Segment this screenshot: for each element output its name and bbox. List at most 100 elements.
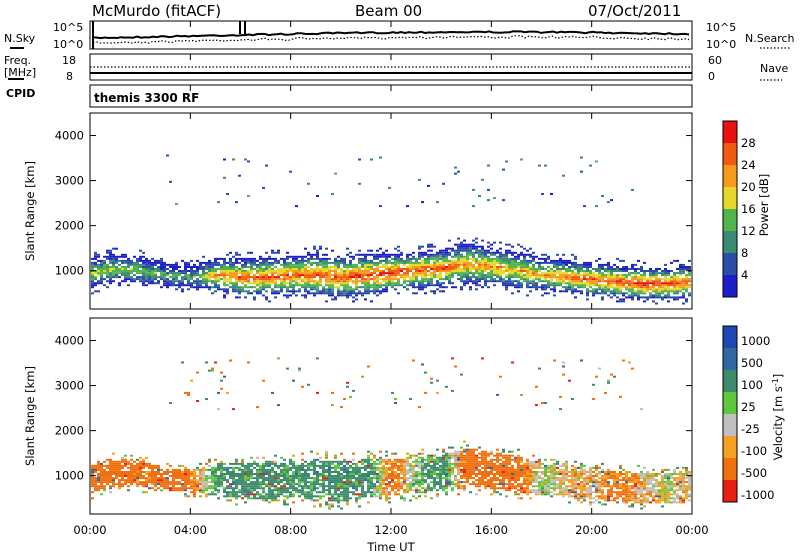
heatmap-cell xyxy=(460,446,463,449)
heatmap-cell xyxy=(316,253,319,256)
heatmap-cell xyxy=(337,479,340,482)
heatmap-cell xyxy=(136,268,139,270)
heatmap-cell xyxy=(676,284,679,287)
heatmap-cell xyxy=(460,255,463,258)
heatmap-cell xyxy=(307,497,310,500)
heatmap-cell xyxy=(196,274,199,277)
heatmap-cell xyxy=(322,479,325,482)
heatmap-cell xyxy=(202,270,205,272)
heatmap-cell xyxy=(463,249,466,252)
heatmap-cell xyxy=(136,458,139,461)
heatmap-cell xyxy=(568,284,571,287)
heatmap-cell xyxy=(424,466,427,469)
heatmap-cell xyxy=(436,274,439,277)
heatmap-cell xyxy=(343,398,346,400)
heatmap-cell xyxy=(382,251,385,254)
heatmap-cell xyxy=(160,263,163,266)
heatmap-cell xyxy=(538,164,541,167)
heatmap-cell xyxy=(562,266,565,268)
heatmap-cell xyxy=(391,280,394,283)
heatmap-cell xyxy=(346,475,349,477)
heatmap-cell xyxy=(457,458,460,461)
heatmap-cell xyxy=(508,263,511,266)
heatmap-cell xyxy=(454,251,457,254)
heatmap-cell xyxy=(484,471,487,473)
heatmap-cell xyxy=(388,477,391,480)
heatmap-cell xyxy=(475,276,478,279)
heatmap-cell xyxy=(487,188,490,191)
heatmap-cell xyxy=(283,462,286,465)
heatmap-cell xyxy=(205,282,208,285)
heatmap-cell xyxy=(487,286,490,289)
heatmap-cell xyxy=(589,272,592,275)
heatmap-cell xyxy=(601,274,604,277)
heatmap-cell xyxy=(385,280,388,283)
heatmap-cell xyxy=(409,259,412,262)
heatmap-cell xyxy=(397,487,400,490)
heatmap-cell xyxy=(481,483,484,486)
heatmap-cell xyxy=(445,276,448,279)
heatmap-cell xyxy=(178,280,181,283)
heatmap-cell xyxy=(277,249,280,252)
heatmap-cell xyxy=(592,284,595,287)
heatmap-cell xyxy=(355,466,358,469)
heatmap-cell xyxy=(367,487,370,490)
heatmap-cell xyxy=(445,274,448,277)
heatmap-cell xyxy=(244,485,247,488)
heatmap-cell xyxy=(514,255,517,258)
heatmap-cell xyxy=(475,245,478,248)
heatmap-cell xyxy=(412,495,415,498)
heatmap-cell xyxy=(277,466,280,469)
heatmap-cell xyxy=(373,495,376,498)
heatmap-cell xyxy=(382,259,385,262)
heatmap-cell xyxy=(601,263,604,266)
heatmap-cell xyxy=(457,237,460,240)
heatmap-cell xyxy=(283,477,286,480)
heatmap-cell xyxy=(343,272,346,275)
heatmap-cell xyxy=(418,489,421,492)
heatmap-cell xyxy=(256,266,259,268)
heatmap-cell xyxy=(337,477,340,480)
heatmap-cell xyxy=(364,468,367,471)
y-tick-label: 3000 xyxy=(55,174,84,188)
heatmap-cell xyxy=(91,485,94,488)
heatmap-cell xyxy=(616,284,619,287)
heatmap-cell xyxy=(280,278,283,281)
heatmap-cell xyxy=(649,270,652,272)
heatmap-cell xyxy=(469,454,472,457)
heatmap-cell xyxy=(688,278,691,281)
heatmap-cell xyxy=(250,286,253,289)
heatmap-cell xyxy=(550,280,553,283)
heatmap-cell xyxy=(250,270,253,272)
heatmap-cell xyxy=(370,286,373,289)
heatmap-cell xyxy=(100,477,103,480)
heatmap-cell xyxy=(160,485,163,488)
heatmap-cell xyxy=(391,274,394,277)
heatmap-cell xyxy=(646,270,649,272)
heatmap-cell xyxy=(658,284,661,287)
heatmap-cell xyxy=(343,263,346,266)
heatmap-cell xyxy=(355,493,358,496)
heatmap-cell xyxy=(394,491,397,494)
heatmap-cell xyxy=(106,479,109,482)
heatmap-cell xyxy=(376,257,379,260)
heatmap-cell xyxy=(658,282,661,285)
heatmap-cell xyxy=(481,268,484,270)
heatmap-cell xyxy=(211,487,214,490)
heatmap-cell xyxy=(244,274,247,277)
heatmap-cell xyxy=(448,259,451,262)
heatmap-cell xyxy=(676,280,679,283)
heatmap-cell xyxy=(358,286,361,289)
heatmap-cell xyxy=(334,464,337,467)
heatmap-cell xyxy=(298,481,301,484)
heatmap-cell xyxy=(397,266,400,268)
heatmap-cell xyxy=(292,473,295,475)
heatmap-cell xyxy=(328,487,331,490)
heatmap-cell xyxy=(415,460,418,463)
heatmap-cell xyxy=(346,468,349,471)
heatmap-cell xyxy=(421,282,424,285)
heatmap-cell xyxy=(247,292,250,295)
heatmap-cell xyxy=(325,471,328,473)
heatmap-cell xyxy=(358,270,361,272)
heatmap-cell xyxy=(433,268,436,270)
